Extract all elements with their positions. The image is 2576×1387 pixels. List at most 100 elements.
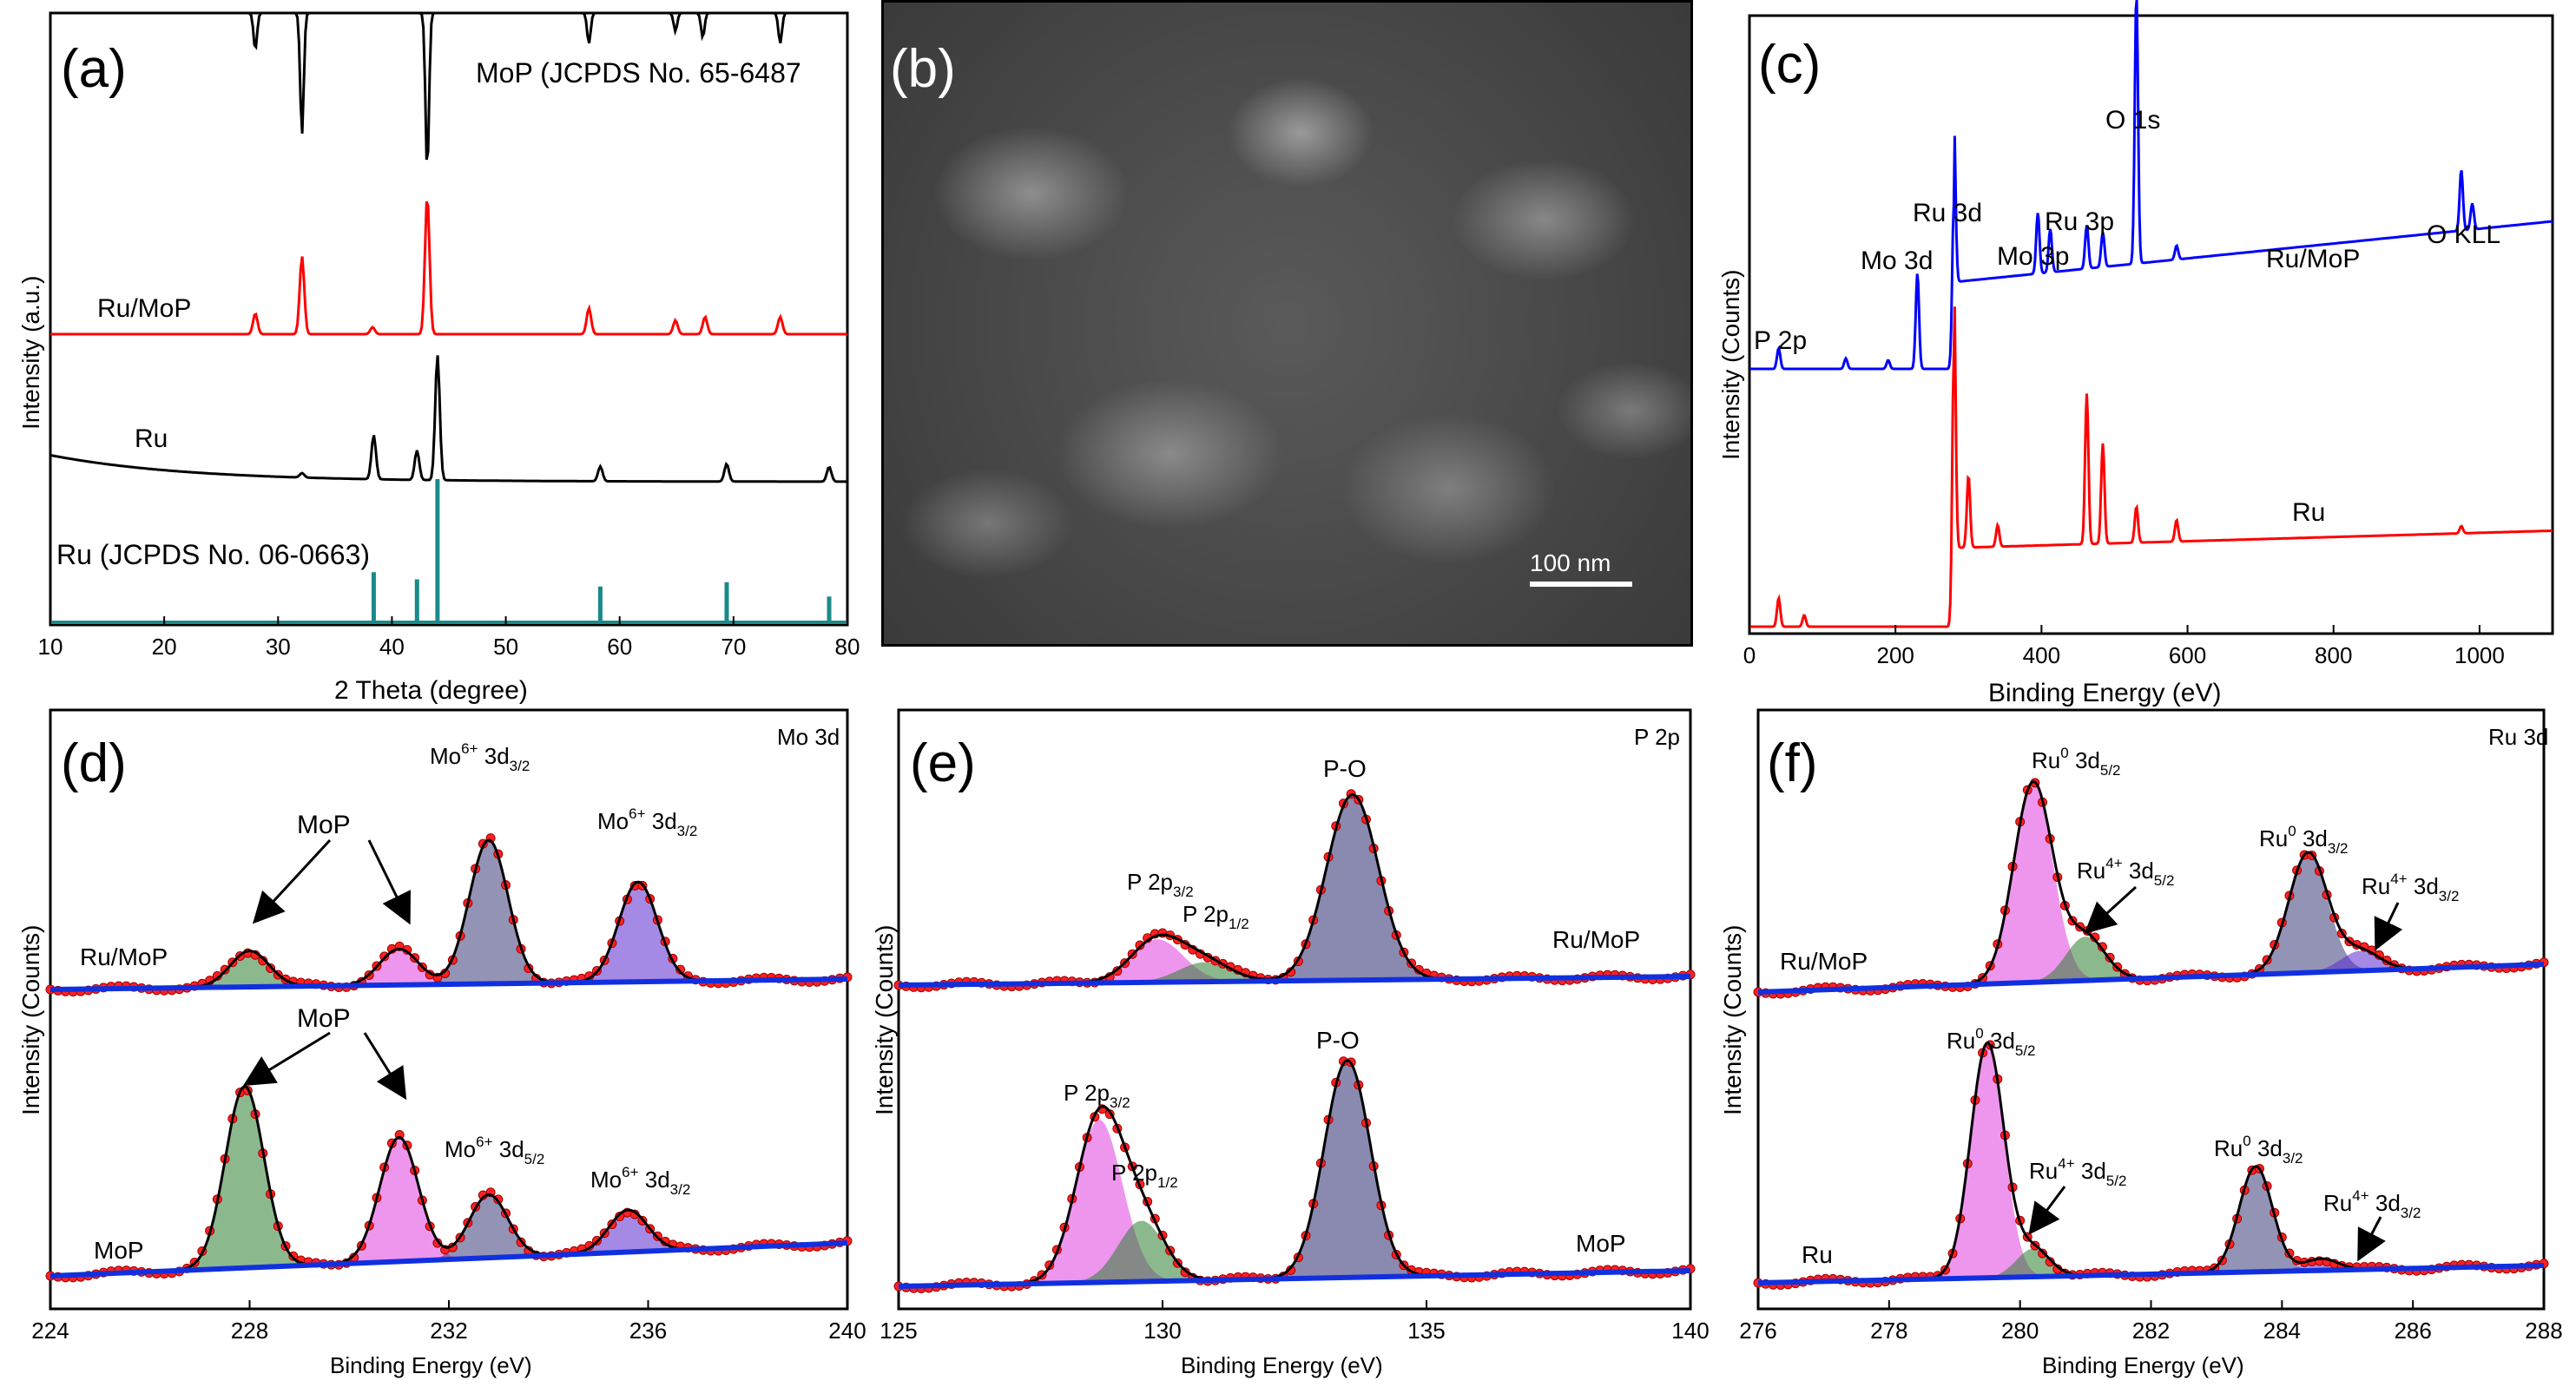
c-xtick-label: 800 [2315, 642, 2352, 668]
f-rumop-label: Ru/MoP [1780, 948, 1868, 975]
f-s1-background [1757, 1263, 2545, 1285]
e-po-top: P-O [1323, 755, 1367, 782]
sem-image [881, 0, 1693, 647]
c-mo3d: Mo 3d [1861, 247, 1933, 275]
f-xtick-label: 288 [2525, 1318, 2562, 1344]
label-e: (e) [910, 733, 976, 793]
d-region: Mo 3d [777, 724, 840, 750]
a-xtick-label: 30 [266, 634, 291, 660]
e-s0-background [898, 974, 1691, 988]
f-s0-component [1758, 950, 2544, 992]
f-bot-ru0-52: Ru0 3d5/2 [1947, 1025, 2036, 1059]
c-p2p: P 2p [1754, 326, 1807, 355]
d-top-peak4: Mo6+ 3d3/2 [597, 805, 697, 839]
c-xtick-label: 1000 [2454, 642, 2505, 668]
f-xtick-label: 286 [2394, 1318, 2431, 1344]
f-top-ru4-32: Ru4+ 3d3/2 [2362, 871, 2459, 904]
e-xtick-label: 125 [880, 1318, 917, 1344]
a-ylabel: Intensity (a.u.) [17, 276, 44, 430]
annotation-arrow [2357, 1216, 2386, 1262]
d-xtick-label: 236 [629, 1318, 667, 1344]
frame-d [49, 708, 849, 1311]
label-c: (c) [1758, 35, 1821, 95]
label-d: (d) [61, 733, 127, 793]
c-xtick-label: 400 [2023, 642, 2060, 668]
annotation-arrow [2084, 885, 2138, 935]
d-ylabel: Intensity (Counts) [17, 925, 44, 1115]
label-f: (f) [1767, 733, 1818, 793]
frame-f [1756, 708, 2546, 1311]
frame-e [897, 708, 1692, 1311]
c-ru3d: Ru 3d [1913, 199, 1982, 227]
d-mop-top: MoP [297, 811, 351, 839]
f-s0-component [1758, 937, 2544, 992]
f-xtick-label: 278 [1870, 1318, 1907, 1344]
e-top-p23: P 2p3/2 [1127, 869, 1194, 900]
c-ru-curve [1749, 306, 2553, 628]
a-xtick-label: 40 [379, 634, 405, 660]
annotation-arrow [363, 1032, 407, 1101]
c-ru3p: Ru 3p [2045, 207, 2114, 236]
d-s1-component [50, 1194, 847, 1276]
label-a: (a) [61, 39, 127, 99]
a-xtick-label: 50 [493, 634, 518, 660]
d-s1-data-point [615, 1212, 625, 1222]
f-s1-component [1758, 1043, 2544, 1283]
f-s0-background [1757, 962, 2545, 995]
a-ru-label: Ru [135, 424, 168, 453]
f-ylabel: Intensity (Counts) [1719, 925, 1746, 1115]
e-xlabel: Binding Energy (eV) [1181, 1352, 1383, 1378]
d-s0-background [49, 976, 848, 992]
f-top-ru0-32: Ru0 3d3/2 [2259, 823, 2349, 857]
d-xtick-label: 240 [828, 1318, 866, 1344]
f-top-ru4-52: Ru4+ 3d5/2 [2077, 855, 2174, 889]
a-mop-ref-label: MoP (JCPDS No. 65-6487 [476, 57, 801, 89]
e-rumop-label: Ru/MoP [1552, 926, 1640, 953]
f-bot-ru0-32: Ru0 3d3/2 [2214, 1133, 2303, 1167]
f-s1-component [1758, 1166, 2544, 1283]
c-ylabel: Intensity (Counts) [1717, 270, 1744, 460]
c-okll: O KLL [2427, 220, 2500, 249]
f-xtick-label: 282 [2132, 1318, 2170, 1344]
d-s0-component [50, 882, 847, 989]
e-s0-data-point [1135, 940, 1145, 950]
e-s0-component [899, 794, 1690, 985]
d-top-peak3: Mo6+ 3d3/2 [430, 740, 530, 774]
a-ru-ref-label: Ru (JCPDS No. 06-0663) [56, 539, 370, 570]
f-bot-ru4-32: Ru4+ 3d3/2 [2323, 1187, 2421, 1221]
c-xtick-label: 200 [1876, 642, 1914, 668]
e-s0-envelope [899, 792, 1690, 987]
annotation-arrow [2028, 1186, 2066, 1235]
a-xtick-label: 20 [152, 634, 177, 660]
d-s0-component [50, 950, 847, 989]
a-xtick-label: 60 [607, 634, 632, 660]
annotation-arrow [242, 1031, 331, 1087]
c-rumop-curve [1749, 0, 2553, 371]
a-xtick-label: 80 [835, 634, 860, 660]
f-xtick-label: 280 [2001, 1318, 2039, 1344]
a-ru-curve [49, 355, 847, 483]
d-xtick-label: 224 [31, 1318, 69, 1344]
c-xlabel: Binding Energy (eV) [1988, 679, 2221, 707]
c-mo3p: Mo 3p [1997, 242, 2069, 271]
f-xtick-label: 284 [2263, 1318, 2301, 1344]
f-xlabel: Binding Energy (eV) [2042, 1352, 2244, 1378]
e-region: P 2p [1634, 724, 1680, 750]
f-top-ru0-52: Ru0 3d5/2 [2032, 745, 2121, 779]
d-s1-component [50, 1210, 847, 1276]
d-bot-peak3: Mo6+ 3d5/2 [445, 1134, 544, 1167]
d-s0-data-point [258, 956, 268, 966]
a-rumop-label: Ru/MoP [97, 294, 191, 323]
d-mop-label: MoP [94, 1237, 144, 1264]
f-ru-label: Ru [1802, 1241, 1833, 1268]
f-s1-envelope [1758, 1042, 2544, 1285]
e-bot-p23: P 2p3/2 [1064, 1080, 1130, 1111]
d-mop-bottom: MoP [297, 1004, 351, 1033]
a-xtick-label: 10 [38, 634, 63, 660]
c-xtick-label: 0 [1743, 642, 1756, 668]
c-xtick-label: 600 [2169, 642, 2206, 668]
c-rumop-label: Ru/MoP [2266, 245, 2360, 273]
d-xtick-label: 232 [430, 1318, 467, 1344]
